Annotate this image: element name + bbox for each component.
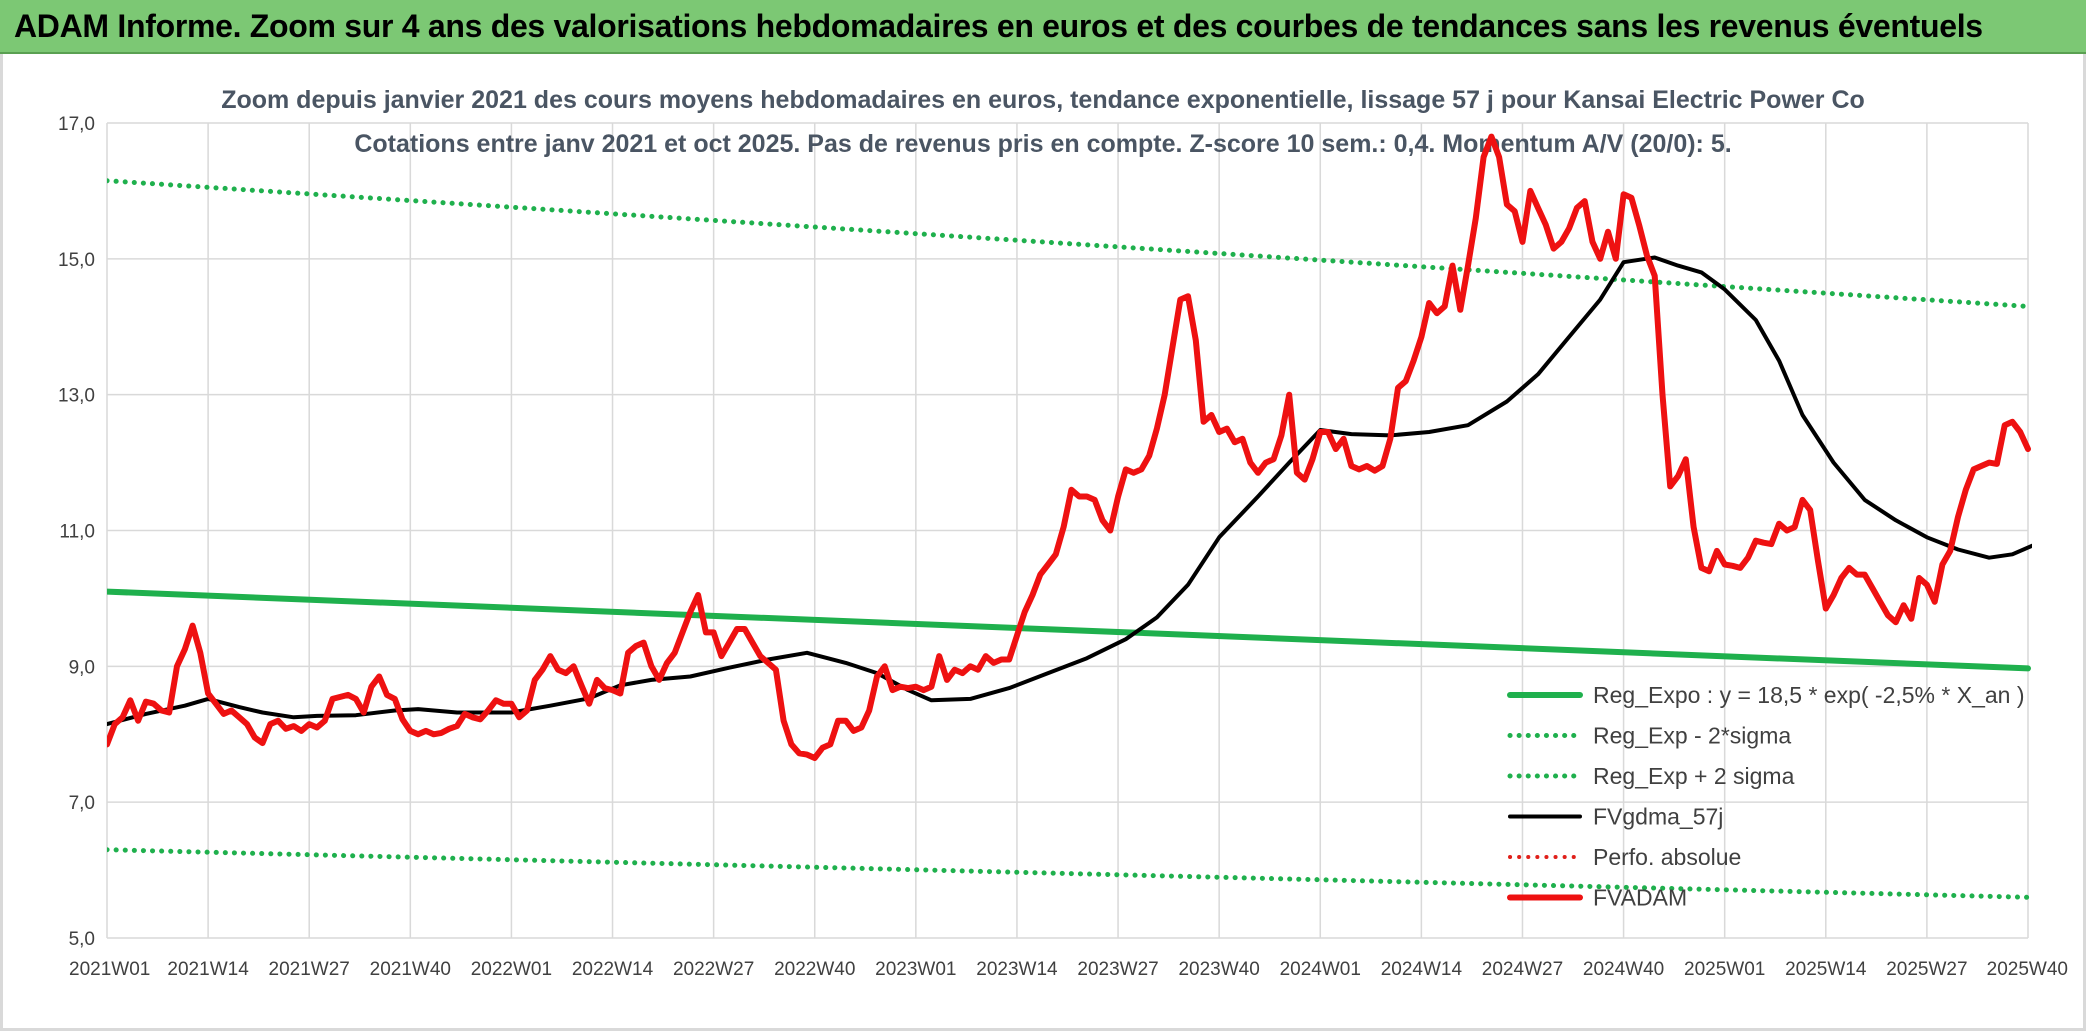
y-tick-label: 5,0 — [69, 929, 95, 950]
series-line-fvadam — [107, 133, 2031, 761]
x-tick-label: 2023W40 — [1178, 959, 1259, 980]
series-line-fvgdma-57j — [107, 255, 2032, 727]
x-tick-label: 2022W27 — [673, 959, 754, 980]
x-axis: 2021W01 2021W14 2021W27 2021W40 2022W01 2022W… — [69, 959, 2068, 980]
x-tick-label: 2022W40 — [774, 959, 855, 980]
legend-label: Reg_Expo : y = 18,5 * exp( -2,5% * X_an … — [1593, 682, 2025, 708]
x-tick-label: 2024W27 — [1482, 959, 1563, 980]
x-tick-label: 2025W14 — [1785, 959, 1867, 980]
report-title: ADAM Informe. Zoom sur 4 ans des valoris… — [14, 8, 1983, 44]
legend-label: Reg_Exp + 2 sigma — [1593, 763, 1795, 789]
x-tick-label: 2022W14 — [572, 959, 654, 980]
x-tick-label: 2021W01 — [69, 959, 150, 980]
series-line-reg-exp-2-sigma — [107, 178, 2031, 309]
legend-label: Reg_Exp - 2*sigma — [1593, 723, 1791, 749]
series-line-reg-exp-2-sigma — [107, 847, 2031, 900]
y-axis: 5,0 7,0 9,0 11,0 13,0 15,0 17,0 — [58, 114, 95, 950]
series-lines — [107, 133, 2032, 900]
x-tick-label: 2021W14 — [167, 959, 249, 980]
x-tick-label: 2023W01 — [875, 959, 956, 980]
y-tick-label: 7,0 — [69, 793, 95, 814]
grid — [106, 122, 2029, 939]
y-tick-label: 9,0 — [69, 657, 95, 678]
legend-label: FVADAM — [1593, 885, 1687, 911]
x-tick-label: 2021W27 — [269, 959, 350, 980]
report-banner: ADAM Informe. Zoom sur 4 ans des valoris… — [0, 0, 2086, 54]
legend-label: Perfo. absolue — [1593, 844, 1741, 870]
chart-frame — [0, 54, 2086, 1031]
y-tick-label: 17,0 — [58, 114, 95, 135]
chart-title: Zoom depuis janvier 2021 des cours moyen… — [221, 86, 1865, 114]
x-tick-label: 2023W27 — [1077, 959, 1158, 980]
x-tick-label: 2025W01 — [1684, 959, 1765, 980]
y-tick-label: 15,0 — [58, 250, 95, 271]
chart-subtitle: Cotations entre janv 2021 et oct 2025. P… — [354, 130, 1731, 158]
x-tick-label: 2024W14 — [1381, 959, 1463, 980]
legend-label: FVgdma_57j — [1593, 804, 1723, 830]
legend: Reg_Expo : y = 18,5 * exp( -2,5% * X_an … — [1507, 682, 2025, 911]
x-tick-label: 2022W01 — [471, 959, 552, 980]
x-tick-label: 2025W27 — [1886, 959, 1967, 980]
x-tick-label: 2025W40 — [1987, 959, 2068, 980]
y-tick-label: 11,0 — [59, 522, 95, 543]
x-tick-label: 2024W40 — [1583, 959, 1664, 980]
y-tick-label: 13,0 — [58, 386, 95, 407]
x-tick-label: 2023W14 — [976, 959, 1058, 980]
x-tick-label: 2021W40 — [370, 959, 451, 980]
x-tick-label: 2024W01 — [1280, 959, 1361, 980]
series-line-reg-expo-y-18-5-exp-2-5-x-an — [107, 588, 2031, 672]
